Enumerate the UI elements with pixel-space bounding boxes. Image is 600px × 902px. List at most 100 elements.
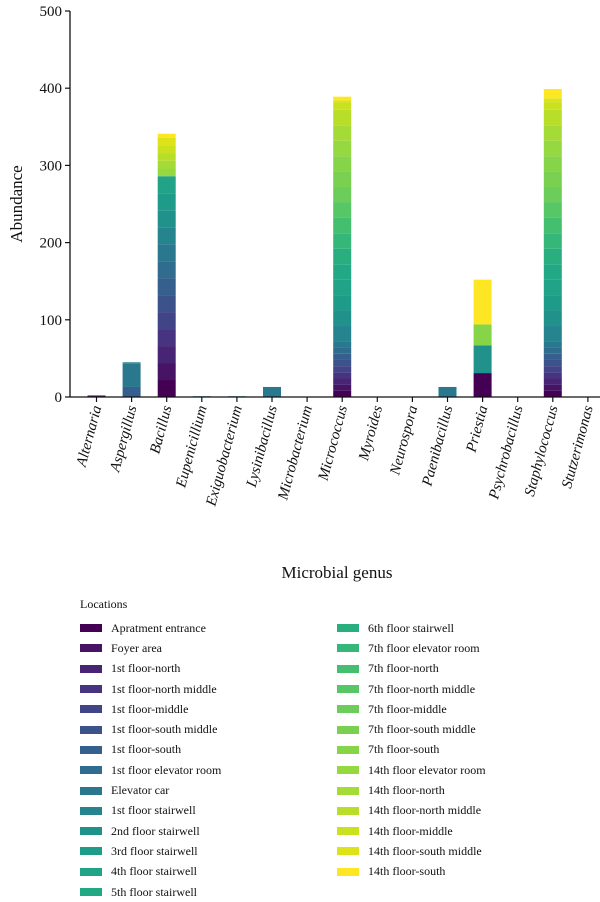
bar-segment bbox=[122, 363, 141, 387]
bar-segment bbox=[333, 171, 352, 188]
bar-segment bbox=[473, 345, 492, 374]
bar-segment bbox=[157, 160, 176, 169]
x-tick-label: Eupenicillium bbox=[173, 404, 211, 491]
legend-label: 6th floor stairwell bbox=[368, 620, 454, 635]
bar-segment bbox=[473, 324, 492, 346]
bar-segment bbox=[333, 366, 352, 373]
bar-segment bbox=[543, 102, 562, 110]
y-tick-label: 500 bbox=[40, 4, 63, 20]
bar-segment bbox=[543, 202, 562, 218]
legend-item: 1st floor-middle bbox=[80, 699, 221, 719]
bar-segment bbox=[543, 295, 562, 311]
x-tick-label: Staphylococcus bbox=[522, 404, 562, 498]
bar-segment bbox=[157, 346, 176, 364]
bar-segment bbox=[333, 384, 352, 391]
legend-swatch bbox=[337, 745, 359, 754]
bar-segment bbox=[543, 140, 562, 157]
bar-segment bbox=[543, 366, 562, 373]
x-tick-label: Alternaria bbox=[73, 404, 105, 469]
x-tick-label: Psychrobacillus bbox=[486, 404, 527, 502]
y-tick-label: 400 bbox=[40, 81, 63, 97]
bar-segment bbox=[543, 325, 562, 342]
legend-item: 7th floor-south bbox=[337, 740, 486, 760]
legend-column-left: Apratment entrance Foyer area 1st floor-no… bbox=[80, 618, 221, 902]
bar-segment bbox=[543, 98, 562, 103]
bar-segment bbox=[333, 341, 352, 348]
bar-segment bbox=[543, 233, 562, 249]
bar-segment bbox=[157, 145, 176, 154]
bar-segment bbox=[333, 100, 352, 103]
bar-segment bbox=[333, 217, 352, 234]
bar-segment bbox=[333, 248, 352, 265]
legend-label: 1st floor-south bbox=[111, 742, 182, 757]
bar-segment bbox=[543, 109, 562, 126]
bar-segment bbox=[157, 153, 176, 161]
legend-label: 7th floor-north bbox=[368, 661, 439, 676]
legend-swatch bbox=[80, 745, 102, 754]
bar-segment bbox=[473, 373, 492, 397]
bar-segment bbox=[122, 362, 141, 364]
legend-swatch bbox=[337, 827, 359, 836]
x-tick-label: Exiguobacterium bbox=[203, 404, 245, 509]
legend-label: 4th floor stairwell bbox=[111, 864, 197, 879]
bar-segment bbox=[543, 384, 562, 391]
bar-stacks bbox=[87, 88, 562, 397]
axes bbox=[69, 11, 600, 398]
legend-swatch bbox=[80, 725, 102, 734]
legend-swatch bbox=[80, 806, 102, 815]
legend-item: 1st floor-north middle bbox=[80, 679, 221, 699]
bar-segment bbox=[333, 202, 352, 218]
legend-item: 1st floor stairwell bbox=[80, 801, 221, 821]
legend-label: 1st floor-north middle bbox=[111, 681, 217, 696]
x-tick-label: Neurospora bbox=[387, 404, 421, 478]
legend-label: 7th floor-north middle bbox=[368, 681, 476, 696]
bar-segment bbox=[543, 353, 562, 360]
bar-segment bbox=[157, 329, 176, 347]
legend-item: 7th floor-north bbox=[337, 659, 486, 679]
y-tick-label: 100 bbox=[40, 313, 63, 329]
bar-segment bbox=[473, 279, 492, 325]
bar-segment bbox=[157, 312, 176, 330]
legend-label: 7th floor elevator room bbox=[368, 640, 480, 655]
bar-segment bbox=[157, 176, 176, 194]
bar-segment bbox=[543, 88, 562, 99]
x-axis-title: Microbial genus bbox=[282, 563, 393, 582]
bar-segment bbox=[543, 372, 562, 379]
legend-item: 3rd floor stairwell bbox=[80, 841, 221, 861]
x-tick-label: Priestia bbox=[463, 404, 491, 455]
legend-swatch bbox=[80, 867, 102, 876]
stacked-bar-chart: 0 100 200 300 400 500 Alternaria Aspergillus Ba… bbox=[7, 4, 600, 582]
legend-swatch bbox=[80, 888, 102, 896]
legend: Locations Apratment entrance Foyer area 1s… bbox=[80, 597, 580, 899]
legend-title: Locations bbox=[80, 597, 128, 611]
legend-swatch bbox=[80, 685, 102, 694]
legend-swatch bbox=[337, 867, 359, 876]
bar-segment bbox=[543, 248, 562, 265]
legend-label: 7th floor-south bbox=[368, 742, 440, 757]
bar-segment bbox=[333, 279, 352, 296]
x-tick-labels: Alternaria Aspergillus BacillusEupenicilli… bbox=[73, 397, 597, 509]
legend-swatch bbox=[337, 806, 359, 815]
legend-swatch bbox=[337, 847, 359, 856]
bar-segment bbox=[333, 310, 352, 326]
legend-label: 14th floor elevator room bbox=[368, 762, 486, 777]
bar-segment bbox=[543, 171, 562, 188]
legend-swatch bbox=[80, 766, 102, 775]
legend-swatch bbox=[337, 664, 359, 673]
y-axis-title: Abundance bbox=[7, 165, 26, 242]
bar-segment bbox=[157, 193, 176, 211]
bar-segment bbox=[157, 137, 176, 146]
bar-segment bbox=[157, 261, 176, 279]
bar-segment bbox=[543, 341, 562, 348]
legend-swatch bbox=[80, 847, 102, 856]
legend-label: 1st floor stairwell bbox=[111, 803, 196, 818]
legend-swatch bbox=[337, 786, 359, 795]
bar-segment bbox=[543, 187, 562, 203]
bar-segment bbox=[333, 390, 352, 397]
legend-item: 1st floor-south bbox=[80, 740, 221, 760]
bar-segment bbox=[157, 210, 176, 228]
bar-segment bbox=[157, 363, 176, 381]
bar-segment bbox=[333, 359, 352, 367]
legend-label: 14th floor-south middle bbox=[368, 843, 482, 858]
bar-segment bbox=[333, 102, 352, 110]
